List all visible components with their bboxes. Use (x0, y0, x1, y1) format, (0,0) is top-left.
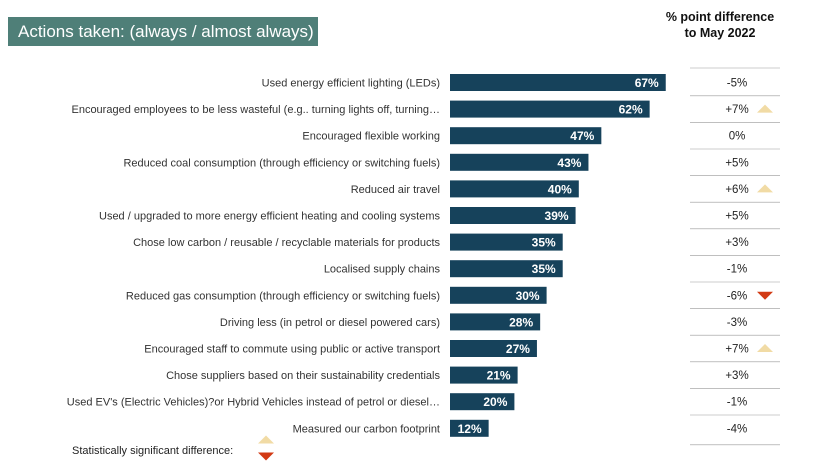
category-label: Reduced gas consumption (through efficie… (126, 290, 440, 302)
difference-column-header: % point difference to May 2022 (655, 9, 785, 41)
category-label: Chose low carbon / reusable / recyclable… (133, 237, 440, 249)
bar (450, 153, 589, 171)
significant-decrease-icon (757, 291, 773, 300)
difference-value: -6% (727, 290, 747, 302)
category-label: Measured our carbon footprint (293, 423, 440, 435)
difference-value: 0% (729, 131, 746, 143)
bar (450, 180, 579, 198)
bar-value-label: 27% (506, 342, 530, 356)
category-label: Encouraged employees to be less wasteful… (71, 104, 440, 116)
difference-value: +6% (725, 184, 748, 196)
difference-value: +5% (725, 211, 748, 223)
difference-value: +3% (725, 237, 748, 249)
bar (450, 366, 518, 384)
bar-value-label: 35% (532, 262, 556, 276)
difference-value: -4% (727, 423, 747, 435)
significant-increase-icon (757, 104, 773, 113)
difference-value: -1% (727, 397, 747, 409)
significant-increase-icon (757, 184, 773, 193)
bar-value-label: 20% (483, 395, 507, 409)
category-label: Used / upgraded to more energy efficient… (99, 211, 441, 223)
bar (450, 393, 515, 411)
category-label: Used EV's (Electric Vehicles)?or Hybrid … (67, 397, 440, 409)
bar (450, 340, 537, 357)
difference-value: +7% (725, 104, 748, 116)
legend-decrease-icon (258, 452, 274, 461)
category-label: Used energy efficient lighting (LEDs) (262, 78, 440, 90)
category-label: Localised supply chains (324, 264, 441, 276)
difference-value: -3% (727, 317, 747, 329)
bar-value-label: 21% (487, 369, 511, 383)
bar (450, 74, 666, 91)
bar (450, 233, 563, 251)
bar-value-label: 43% (557, 156, 581, 170)
bar (450, 207, 576, 224)
difference-value: -5% (727, 78, 747, 90)
category-label: Reduced coal consumption (through effici… (123, 157, 440, 169)
bar-value-label: 28% (509, 315, 533, 329)
bar (450, 419, 489, 437)
legend-increase-icon (258, 435, 274, 444)
category-label: Reduced air travel (351, 184, 440, 196)
chart-title: Actions taken: (always / almost always) (8, 17, 318, 46)
bar-value-label: 30% (516, 289, 540, 303)
difference-header-line-2: to May 2022 (684, 26, 756, 40)
difference-value: -1% (727, 264, 747, 276)
bar-value-label: 67% (635, 76, 659, 90)
bar (450, 313, 541, 331)
difference-header-line-1: % point difference (665, 10, 775, 24)
significant-increase-icon (757, 344, 773, 352)
category-label: Encouraged staff to commute using public… (144, 344, 440, 356)
bar-value-label: 39% (545, 209, 569, 223)
bar (450, 286, 547, 304)
bar (450, 100, 650, 118)
bar-value-label: 12% (458, 422, 482, 436)
bar (450, 260, 563, 278)
bar-value-label: 35% (532, 236, 556, 250)
bar-value-label: 40% (548, 182, 572, 196)
legend-label: Statistically significant difference: (72, 445, 234, 457)
category-label: Driving less (in petrol or diesel powere… (220, 317, 440, 329)
category-label: Encouraged flexible working (302, 131, 440, 143)
category-label: Chose suppliers based on their sustainab… (166, 370, 440, 382)
bar-value-label: 47% (570, 129, 594, 143)
difference-value: +7% (725, 344, 748, 356)
difference-value: +3% (725, 370, 748, 382)
bar (450, 127, 602, 145)
difference-value: +5% (725, 157, 748, 169)
bar-value-label: 62% (619, 103, 643, 117)
